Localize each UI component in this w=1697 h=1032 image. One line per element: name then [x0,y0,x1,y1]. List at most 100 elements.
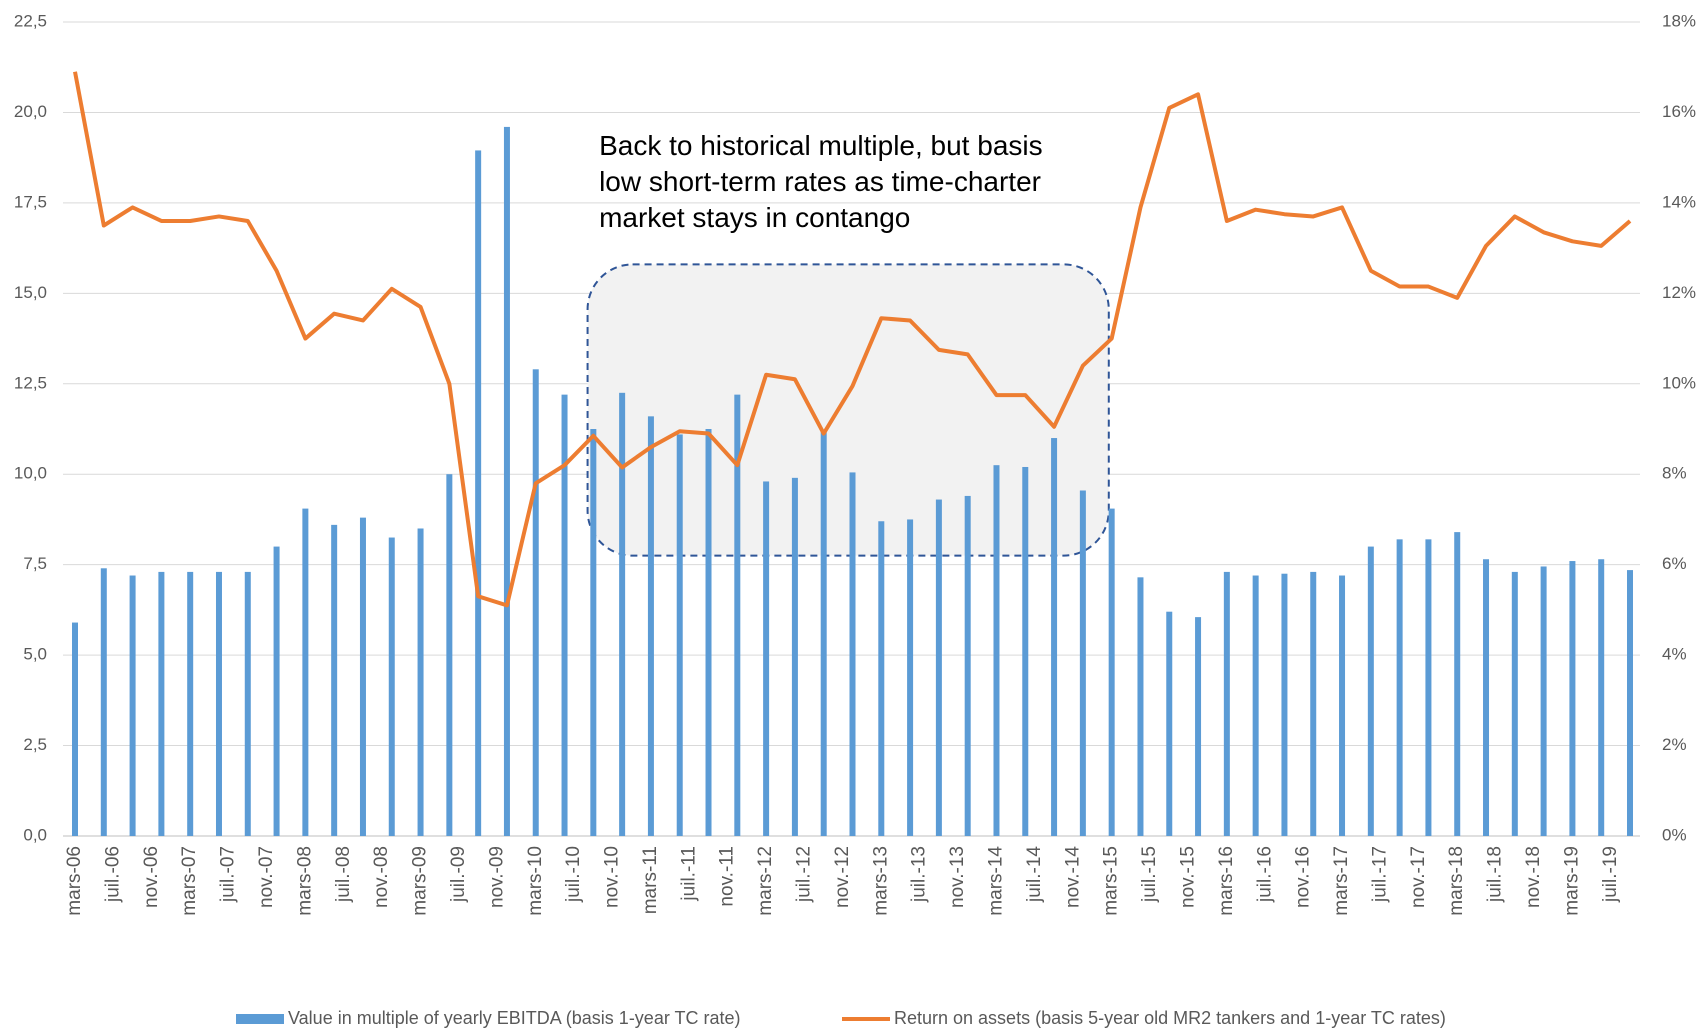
y2-tick-label: 4% [1662,645,1687,664]
x-tick-label: nov.-11 [717,846,738,907]
x-tick-label: juil.-13 [909,846,930,903]
x-tick-label: mars-09 [410,846,431,916]
x-tick-label: nov.-09 [486,846,507,908]
x-tick-label: mars-16 [1216,846,1237,916]
x-tick-label: nov.-14 [1062,846,1083,908]
bar [388,537,395,836]
x-tick-label: mars-10 [525,846,546,916]
x-tick-label: juil.-08 [333,846,354,903]
annotation: market stays in contango [599,202,910,233]
bar [72,622,78,836]
x-tick-label: nov.-13 [947,846,968,908]
x-tick-label: nov.-16 [1293,846,1314,908]
bar [1339,575,1346,836]
x-tick-label: juil.-17 [1369,846,1390,903]
bar [1396,539,1403,836]
bar [1598,559,1605,836]
y2-tick-label: 6% [1662,554,1687,573]
x-tick-label: juil.-16 [1254,846,1275,903]
highlight-box [586,263,1110,557]
x-tick-label: nov.-07 [256,846,277,908]
x-tick-label: juil.-10 [563,846,584,903]
bar [791,477,798,836]
bar [1540,566,1547,836]
y-tick-label: 17,5 [14,192,47,211]
y2-tick-label: 10% [1662,373,1696,392]
bar [619,392,626,836]
bar [1281,573,1288,836]
x-tick-label: nov.-17 [1408,846,1429,908]
bar [647,416,654,836]
bar [1051,438,1058,836]
x-tick-label: juil.-06 [102,846,123,903]
x-tick-label: mars-17 [1331,846,1352,916]
x-tick-label: nov.-12 [832,846,853,908]
bar [705,429,712,836]
bar [273,546,280,836]
bar [1022,466,1029,836]
bar [331,524,338,836]
y2-tick-label: 0% [1662,825,1687,844]
bar [302,508,309,836]
x-tick-label: juil.-18 [1485,846,1506,903]
bar [215,571,222,836]
x-tick-label: juil.-14 [1024,846,1045,903]
bar [244,571,251,836]
annotation: low short-term rates as time-charter [599,166,1041,197]
x-tick-label: nov.-08 [371,846,392,908]
bar [1627,570,1633,836]
x-tick-label: mars-06 [64,846,85,916]
y-tick-label: 10,0 [14,464,47,483]
x-tick-label: mars-07 [179,846,200,916]
y2-tick-label: 18% [1662,11,1696,30]
x-tick-label: nov.-15 [1177,846,1198,908]
y2-tick-label: 2% [1662,735,1687,754]
bar [1252,575,1259,836]
bar [1166,611,1173,836]
x-tick-label: mars-11 [640,846,661,914]
legend-label: Return on assets (basis 5-year old MR2 t… [894,1008,1446,1028]
legend-label: Value in multiple of yearly EBITDA (basi… [288,1008,741,1028]
bar [100,568,107,836]
y-tick-label: 12,5 [14,373,47,392]
x-tick-label: nov.-10 [602,846,623,908]
bar [1511,571,1518,836]
line [73,71,1632,608]
annotation: Back to historical multiple, but basis [599,130,1043,161]
x-tick-label: juil.-15 [1139,846,1160,903]
x-tick-label: juil.-11 [678,846,699,902]
x-tick-label: mars-08 [294,846,315,916]
y-tick-label: 20,0 [14,102,47,121]
bar [475,150,482,837]
y2-tick-label: 14% [1662,192,1696,211]
x-tick-label: mars-19 [1561,846,1582,916]
x-tick-label: mars-18 [1446,846,1467,916]
y2-tick-label: 16% [1662,102,1696,121]
bar [734,394,741,836]
bar [993,465,1000,836]
x-tick-label: juil.-07 [218,846,239,903]
y-tick-label: 22,5 [14,11,47,30]
bar [1137,577,1144,836]
bar [187,571,194,836]
bar [532,369,539,836]
bar [446,474,453,836]
bar [359,517,366,836]
bar [907,519,914,836]
x-tick-label: juil.-19 [1600,846,1621,903]
bar [763,481,770,836]
y-tick-label: 5,0 [23,645,47,664]
bar [1223,571,1230,836]
bar [503,126,510,837]
x-tick-label: mars-15 [1101,846,1122,916]
bar [1454,532,1461,836]
bar [1483,559,1490,836]
bar [878,521,885,836]
bar [1310,571,1317,836]
x-tick-label: mars-13 [870,846,891,916]
x-tick-label: mars-14 [985,846,1006,916]
bar [964,495,971,836]
y-tick-label: 7,5 [23,554,47,573]
x-tick-label: juil.-12 [794,846,815,903]
